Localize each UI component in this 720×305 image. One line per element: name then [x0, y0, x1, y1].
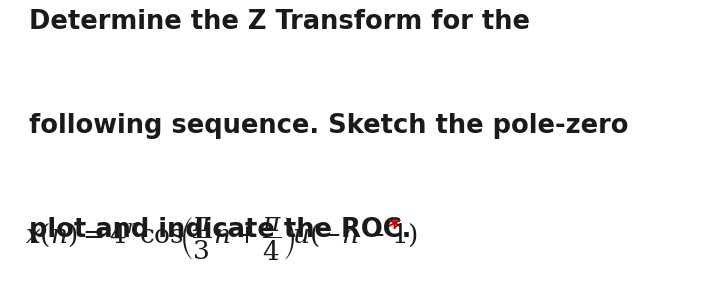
Text: *: *: [387, 217, 401, 242]
Text: Determine the Z Transform for the: Determine the Z Transform for the: [29, 9, 530, 35]
Text: plot and indicate the ROC.: plot and indicate the ROC.: [29, 217, 420, 242]
Text: following sequence. Sketch the pole-zero: following sequence. Sketch the pole-zero: [29, 113, 629, 139]
Text: $x(n)=4^{n}\mathrm{cos}\!\left(\dfrac{\pi}{3}n+\dfrac{\pi}{4}\right)\!u(-n-1)$: $x(n)=4^{n}\mathrm{cos}\!\left(\dfrac{\p…: [25, 214, 418, 262]
